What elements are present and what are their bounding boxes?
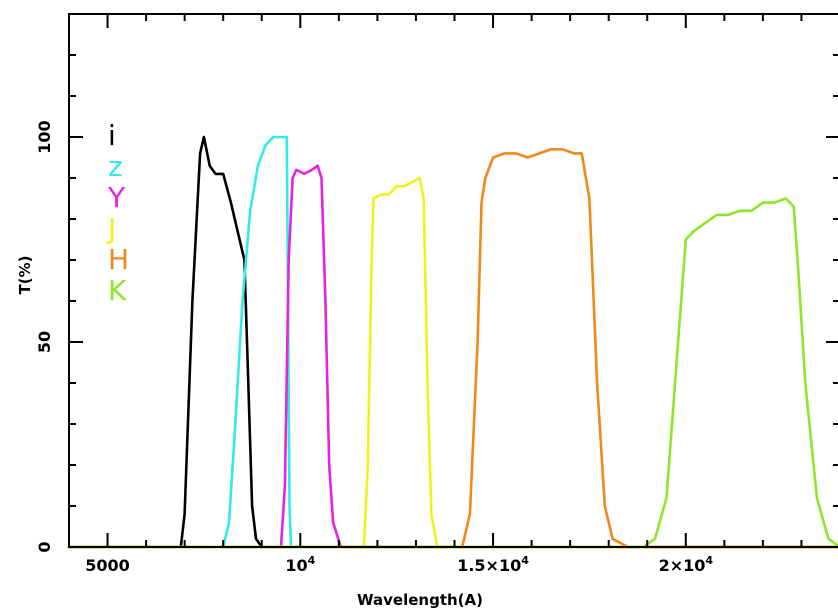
- legend-label-Y: Y: [107, 181, 126, 214]
- axis-ticks: [68, 13, 838, 548]
- y-tick-label: 100: [35, 120, 54, 153]
- series-Y-line: [67, 164, 838, 549]
- x-axis-title: Wavelength(A): [357, 591, 483, 609]
- legend-label-H: H: [108, 243, 129, 276]
- legend-label-z: z: [108, 150, 123, 183]
- series-z-line: [67, 135, 838, 549]
- x-tick-exponent: 4: [308, 554, 316, 567]
- legend-label-i: i: [108, 119, 116, 152]
- x-tick-exponent: 4: [521, 554, 529, 567]
- x-tick-label: 2×104: [659, 554, 714, 575]
- series-H-line: [67, 148, 838, 549]
- legend-label-J: J: [106, 212, 116, 245]
- y-tick-label: 0: [35, 541, 54, 552]
- x-tick-label: 5000: [85, 556, 130, 575]
- x-tick-exponent: 4: [705, 554, 713, 567]
- legend-label-K: K: [108, 274, 127, 307]
- y-axis-title: T(%): [16, 256, 34, 295]
- series-K-line: [67, 197, 838, 549]
- plot-frame: [68, 13, 838, 548]
- series-i-line: [67, 135, 838, 549]
- x-tick-label: 1.5×104: [457, 554, 529, 575]
- x-tick-mantissa: 2×10: [659, 556, 706, 575]
- x-tick-mantissa: 1.5×10: [457, 556, 521, 575]
- series-J-line: [67, 176, 838, 549]
- x-tick-label: 104: [285, 554, 315, 575]
- y-tick-label: 50: [35, 331, 54, 353]
- plot-curves: [67, 135, 838, 549]
- x-tick-mantissa: 10: [285, 556, 307, 575]
